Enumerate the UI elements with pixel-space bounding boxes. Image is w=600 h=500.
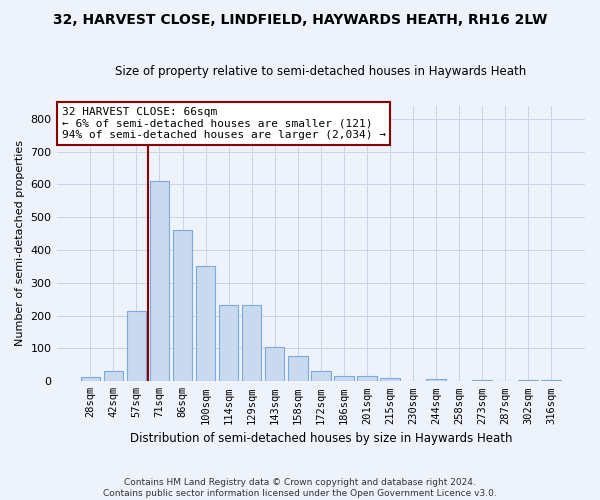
Bar: [149, 181, 169, 382]
Bar: [311, 372, 331, 382]
Text: Contains HM Land Registry data © Crown copyright and database right 2024.
Contai: Contains HM Land Registry data © Crown c…: [103, 478, 497, 498]
Bar: [518, 380, 538, 382]
Bar: [127, 310, 146, 382]
Bar: [173, 230, 193, 382]
Bar: [472, 380, 492, 382]
X-axis label: Distribution of semi-detached houses by size in Haywards Heath: Distribution of semi-detached houses by …: [130, 432, 512, 445]
Bar: [104, 372, 123, 382]
Bar: [80, 378, 100, 382]
Bar: [541, 380, 561, 382]
Text: 32, HARVEST CLOSE, LINDFIELD, HAYWARDS HEATH, RH16 2LW: 32, HARVEST CLOSE, LINDFIELD, HAYWARDS H…: [53, 12, 547, 26]
Bar: [357, 376, 377, 382]
Bar: [219, 305, 238, 382]
Bar: [196, 266, 215, 382]
Bar: [288, 356, 308, 382]
Y-axis label: Number of semi-detached properties: Number of semi-detached properties: [15, 140, 25, 346]
Text: 32 HARVEST CLOSE: 66sqm
← 6% of semi-detached houses are smaller (121)
94% of se: 32 HARVEST CLOSE: 66sqm ← 6% of semi-det…: [62, 107, 386, 140]
Bar: [334, 376, 353, 382]
Bar: [242, 305, 262, 382]
Bar: [380, 378, 400, 382]
Title: Size of property relative to semi-detached houses in Haywards Heath: Size of property relative to semi-detach…: [115, 65, 526, 78]
Bar: [426, 378, 446, 382]
Bar: [265, 348, 284, 382]
